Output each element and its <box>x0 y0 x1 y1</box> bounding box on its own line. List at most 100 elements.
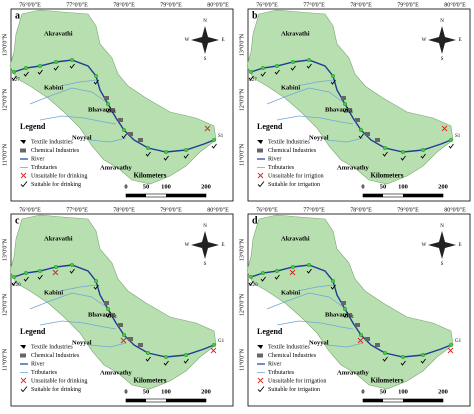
longitude-label: 77°0'0"E <box>66 1 88 8</box>
suitable-marker <box>183 153 189 159</box>
river-label: Amravathy <box>337 369 370 376</box>
compass-letter: S <box>204 57 207 62</box>
suitable-marker <box>105 107 111 113</box>
legend-icon <box>20 181 28 188</box>
legend-label: Unsuitable for irrigation <box>268 377 326 384</box>
chemical-industry <box>118 118 123 122</box>
site-dot <box>163 149 168 154</box>
site-dot <box>306 263 311 268</box>
suitable-marker <box>69 63 75 69</box>
river-label: Kabini <box>281 84 300 91</box>
site-label: S27 <box>12 78 20 83</box>
latitude-label: 12°0'0"N <box>1 293 8 316</box>
suitable-marker <box>382 356 388 362</box>
longitude-label: 78°0'0"E <box>350 206 372 213</box>
longitude-label: 79°0'0"E <box>397 1 419 8</box>
site-dot <box>330 73 335 78</box>
suitable-marker <box>290 65 296 71</box>
compass-letter: E <box>221 38 224 43</box>
site-dot <box>448 342 453 347</box>
site-dot <box>93 278 98 283</box>
legend-label: River <box>268 156 281 162</box>
chemical-industry <box>341 301 346 305</box>
map-panel: S27 S14 S1 76°0'0"E 77°0'0"E 78°0'0"E 79°0'0"E… <box>238 1 471 202</box>
longitude-label: 80°0'0"E <box>207 206 229 213</box>
suitable-marker <box>382 151 388 157</box>
longitude-label: 80°0'0"E <box>207 1 229 8</box>
legend-icon <box>20 345 26 349</box>
latitude-label: 13°0'0"N <box>238 238 245 261</box>
river-label: Kabini <box>44 84 63 91</box>
site-dot <box>93 73 98 78</box>
compass-letter: E <box>221 243 224 248</box>
legend-icon <box>257 345 263 349</box>
longitude-label: 80°0'0"E <box>444 1 466 8</box>
river-label: Kabini <box>281 289 300 296</box>
longitude-label: 79°0'0"E <box>160 1 182 8</box>
tributary <box>59 284 97 292</box>
suitable-marker <box>400 360 406 366</box>
chemical-industry <box>347 108 352 112</box>
unsuitable-marker <box>52 269 59 276</box>
site-dot <box>382 145 387 150</box>
legend-label: Chemical Industries <box>31 353 80 359</box>
tributary <box>39 115 117 125</box>
chemical-industry <box>375 343 380 347</box>
longitude-label: 80°0'0"E <box>444 206 466 213</box>
suitable-marker <box>248 280 254 286</box>
river-label: Noyyal <box>72 339 92 346</box>
site-dot <box>261 65 266 70</box>
scale-label: 200 <box>438 183 448 190</box>
legend-icon <box>257 140 263 144</box>
site-dot <box>145 145 150 150</box>
site-label: S14 <box>345 110 353 115</box>
legend-icon <box>257 181 265 188</box>
basin-area <box>9 9 217 185</box>
suitable-marker <box>274 274 280 280</box>
site-dot <box>382 350 387 355</box>
site-dot <box>105 306 110 311</box>
site-dot <box>400 354 405 359</box>
suitable-marker <box>306 63 312 69</box>
longitude-label: 79°0'0"E <box>160 206 182 213</box>
map-panel: G20 G14 G1 76°0'0"E 77°0'0"E 78°0'0"E 79°0'0"E… <box>238 206 471 407</box>
compass-letter: W <box>422 38 427 43</box>
river-label: Kabini <box>44 289 63 296</box>
site-label: S14 <box>108 110 116 115</box>
site-label: G14 <box>345 315 354 320</box>
legend-icon <box>20 172 27 179</box>
legend-title: Legend <box>257 122 283 131</box>
site-dot <box>400 149 405 154</box>
chemical-industry <box>375 138 380 142</box>
legend-label: River <box>31 156 44 162</box>
suitable-marker <box>260 71 266 77</box>
legend-label: Textile Industries <box>31 139 73 145</box>
suitable-marker <box>420 153 426 159</box>
site-dot <box>38 63 43 68</box>
scale-title: Kilometers <box>133 377 166 385</box>
legend-title: Legend <box>20 327 46 336</box>
latitude-label: 11°0'0"N <box>1 143 8 166</box>
legend-label: Suitable for irrigation <box>268 386 320 393</box>
suitable-marker <box>11 280 17 286</box>
panel-letter: c <box>15 215 20 226</box>
legend-label: Unsuitable for irrigtion <box>268 172 324 179</box>
unsuitable-marker <box>204 125 211 132</box>
site-dot <box>121 127 126 132</box>
panel-letter: d <box>252 215 258 226</box>
suitable-marker <box>342 107 348 113</box>
legend-title: Legend <box>20 122 46 131</box>
scale-bar <box>166 399 206 402</box>
legend-icon <box>20 148 26 153</box>
site-label: S1 <box>455 134 461 139</box>
river-label: Bhavani <box>88 106 111 113</box>
legend-icon <box>257 172 264 179</box>
compass-letter: N <box>203 224 207 229</box>
suitable-marker <box>37 274 43 280</box>
scale-bar <box>166 194 206 197</box>
tributary <box>296 79 334 87</box>
tributary <box>266 292 344 310</box>
river-label: Akravathi <box>281 235 310 242</box>
suitable-marker <box>69 268 75 274</box>
chemical-industry <box>355 118 360 122</box>
